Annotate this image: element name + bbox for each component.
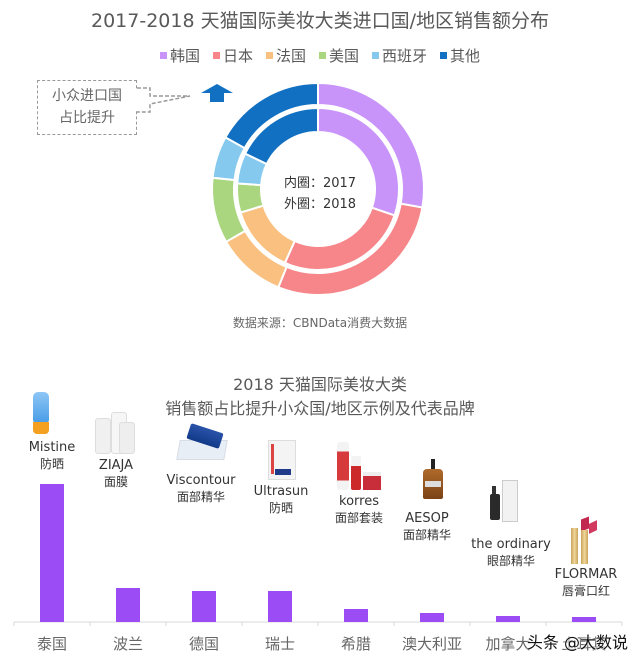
brand-category: 唇膏口红 [561, 584, 610, 598]
brand-label-flormar: FLORMAR 唇膏口红 [531, 567, 640, 599]
legend-swatch [159, 52, 167, 59]
brand-category: 面部精华 [176, 490, 225, 504]
bar-1 [116, 588, 140, 622]
callout-pointer [136, 87, 191, 113]
legend-item-france: 法国 [265, 45, 306, 66]
legend-label: 美国 [329, 47, 360, 65]
legend-swatch [440, 52, 448, 59]
legend-label: 日本 [222, 47, 253, 65]
x-axis-label: 加拿大 [485, 635, 531, 653]
outer-ring-2018-segment-5 [224, 81, 319, 150]
legend-item-japan: 日本 [212, 45, 253, 66]
outer-ring-label: 外圈：2018 [283, 197, 357, 212]
callout-box: 小众进口国 占比提升 [37, 80, 137, 135]
bar-0 [40, 484, 64, 622]
brand-category: 面膜 [103, 475, 128, 489]
x-axis-label: 希腊 [340, 635, 371, 653]
legend-item-korea: 韩国 [159, 45, 200, 66]
brand-category: 面部套装 [334, 511, 383, 525]
bar-chart-title-line1: 2018 天猫国际美妆大类 [233, 375, 407, 394]
legend-swatch [212, 52, 220, 59]
legend-item-usa: 美国 [319, 45, 359, 66]
callout-line2: 占比提升 [59, 110, 115, 126]
brand-category: 防晒 [268, 501, 293, 515]
legend-label: 韩国 [169, 47, 200, 65]
brand-label-the-ordinary: the ordinary 眼部精华 [456, 537, 566, 569]
legend-label: 法国 [275, 47, 306, 65]
ultrasun-product-image [268, 440, 296, 480]
callout-line1: 小众进口国 [52, 88, 122, 104]
brand-label-korres: korres 面部套装 [304, 494, 414, 526]
brand-label-viscontour: Viscontour 面部精华 [146, 473, 256, 505]
legend-label: 西班牙 [382, 47, 428, 65]
brand-name: Viscontour [166, 473, 236, 488]
legend-swatch [372, 52, 380, 59]
donut-chart-title: 2017-2018 天猫国际美妆大类进口国/地区销售额分布 [90, 10, 549, 32]
donut-legend: 韩国 日本 法国 美国 西班牙 其他 [0, 45, 640, 66]
brand-category: 防晒 [39, 457, 64, 471]
mistine-product-image [33, 392, 49, 434]
bar-2 [192, 591, 216, 622]
donut-center-label: 内圈：2017 外圈：2018 [270, 173, 370, 215]
inner-ring-2017-segment-5 [243, 106, 319, 166]
aesop-product-image [423, 459, 443, 499]
x-axis-label: 土耳其 [561, 635, 607, 653]
bar-chart-title-line2: 销售额占比提升小众国/地区示例及代表品牌 [165, 399, 475, 418]
bar-7 [572, 617, 596, 622]
up-arrow-icon [201, 84, 233, 102]
legend-label: 其他 [450, 47, 481, 65]
bar-5 [420, 613, 444, 622]
brand-category: 眼部精华 [486, 554, 535, 568]
brand-label-ultrasun: Ultrasun 防晒 [226, 484, 336, 516]
brand-category: 面部精华 [402, 528, 451, 542]
bar-chart [13, 484, 623, 626]
x-axis-label: 德国 [188, 635, 219, 653]
brand-name: the ordinary [471, 537, 551, 552]
legend-item-others: 其他 [440, 45, 480, 66]
brand-name: FLORMAR [554, 567, 618, 582]
x-axis-label: 澳大利亚 [401, 635, 462, 653]
legend-swatch [319, 52, 326, 59]
watermark: 头条 @大数说 [526, 633, 628, 652]
legend-item-spain: 西班牙 [372, 45, 427, 66]
bar-6 [496, 616, 520, 622]
bar-3 [268, 591, 292, 622]
bar-chart-title: 2018 天猫国际美妆大类 销售额占比提升小众国/地区示例及代表品牌 [0, 373, 640, 421]
brand-label-mistine: Mistine 防晒 [0, 440, 107, 472]
donut-chart [211, 81, 425, 296]
inner-ring-label: 内圈：2017 [283, 176, 357, 191]
legend-swatch [265, 52, 273, 59]
brand-label-aesop: AESOP 面部精华 [372, 511, 482, 543]
brand-name: ZIAJA [98, 458, 134, 473]
x-axis-label: 泰国 [36, 635, 67, 653]
x-axis-label: 波兰 [112, 635, 143, 653]
viscontour-product-image [176, 423, 228, 460]
brand-name: Ultrasun [253, 484, 309, 499]
brand-name: AESOP [405, 511, 449, 526]
brand-label-ziaja: ZIAJA 面膜 [61, 458, 171, 490]
data-source-note: 数据来源：CBNData消费大数据 [232, 316, 408, 330]
brand-name: Mistine [28, 440, 76, 455]
brand-name: korres [339, 494, 379, 509]
bar-4 [344, 609, 368, 622]
x-axis-label: 瑞士 [264, 635, 295, 653]
